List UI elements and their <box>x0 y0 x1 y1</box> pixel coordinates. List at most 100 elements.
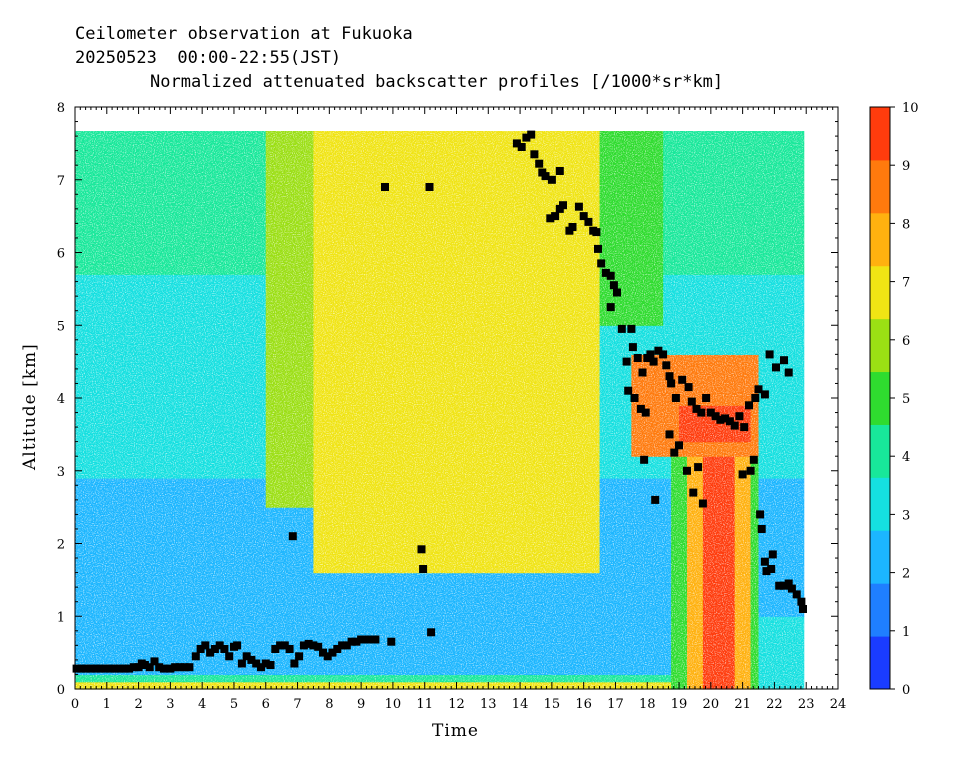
cloud-base-point <box>756 510 765 519</box>
cloud-base-point <box>601 268 610 277</box>
cloud-base-point <box>237 659 246 668</box>
cloud-base-point <box>417 545 426 554</box>
cloud-base-point <box>702 394 711 402</box>
cloud-base-point <box>185 663 194 672</box>
cloud-base-point <box>568 223 577 231</box>
cloud-base-point <box>622 357 631 366</box>
cloud-base-point <box>101 664 110 673</box>
cloud-base-point <box>225 652 234 661</box>
cloud-base-point <box>692 404 701 413</box>
cloud-base-point <box>721 414 730 423</box>
y-tick-label: 7 <box>57 174 65 189</box>
cloud-base-point <box>91 664 100 673</box>
cloud-base-point <box>535 159 544 168</box>
colorbar-tick-label: 1 <box>902 625 910 640</box>
cloud-base-point <box>522 133 531 142</box>
cloud-base-point <box>160 664 168 673</box>
y-tick-label: 0 <box>57 683 65 698</box>
cloud-base-point <box>792 590 801 599</box>
cloud-base-point <box>665 430 674 439</box>
cloud-base-point <box>115 664 124 673</box>
cloud-base-point <box>129 663 138 672</box>
cloud-base-point <box>555 167 564 175</box>
x-tick-label: 17 <box>607 697 624 712</box>
colorbar-segment <box>870 530 890 584</box>
cloud-base-point <box>628 343 637 352</box>
cloud-base-point <box>684 383 693 392</box>
cloud-base-point <box>594 244 602 253</box>
cloud-base-point <box>347 637 356 646</box>
x-tick-label: 4 <box>198 697 206 712</box>
colorbar-tick-label: 8 <box>902 217 910 232</box>
colorbar-tick-label: 7 <box>902 276 910 291</box>
x-tick-label: 13 <box>480 697 497 712</box>
cloud-base-point <box>636 404 645 413</box>
cloud-base-point <box>730 421 739 430</box>
cloud-base-point <box>698 499 707 508</box>
cloud-base-point <box>155 663 164 672</box>
cloud-base-point <box>627 324 636 333</box>
x-tick-label: 5 <box>230 697 238 712</box>
colorbar-tick-label: 5 <box>902 392 910 407</box>
y-tick-label: 5 <box>57 319 65 334</box>
cloud-base-point <box>665 372 674 381</box>
cloud-base-point <box>772 363 780 372</box>
cloud-base-point <box>363 635 372 644</box>
cloud-base-point <box>381 183 389 191</box>
cloud-base-point <box>799 605 807 613</box>
cloud-base-point <box>512 139 521 148</box>
x-tick-label: 8 <box>325 697 333 712</box>
cloud-base-point <box>784 579 793 588</box>
cloud-base-point <box>725 417 734 426</box>
cloud-base-point <box>304 639 313 648</box>
noise-speckle-overlay <box>75 131 804 690</box>
colorbar-segment <box>870 265 890 320</box>
x-tick-label: 15 <box>544 697 561 712</box>
x-tick-label: 12 <box>448 697 465 712</box>
cloud-base-point <box>541 172 550 181</box>
cloud-base-point <box>662 361 671 370</box>
x-tick-label: 9 <box>357 697 365 712</box>
cloud-base-point <box>266 661 275 669</box>
cloud-base-markers <box>72 130 807 673</box>
cloud-base-point <box>638 368 647 377</box>
cloud-base-point <box>597 259 606 268</box>
chart-title-line3: Normalized attenuated backscatter profil… <box>150 72 724 92</box>
cloud-base-point <box>784 368 793 377</box>
x-tick-label: 18 <box>639 697 656 712</box>
cloud-base-point <box>609 281 618 290</box>
x-tick-label: 16 <box>575 697 592 712</box>
cloud-base-point <box>667 379 676 388</box>
cloud-base-point <box>546 214 555 223</box>
cloud-base-point <box>371 635 380 644</box>
y-tick-label: 4 <box>57 392 65 407</box>
cloud-base-point <box>319 648 327 657</box>
colorbar-tick-label: 6 <box>902 334 910 349</box>
plot-axes: 0 1 2 3 4 5 6 7 8 9 10 11 12 13 14 15 16 17 18 19 20 21 22 23 24… <box>57 101 847 712</box>
cloud-base-point <box>559 201 567 210</box>
cloud-base-point <box>96 664 105 673</box>
cloud-base-point <box>242 652 251 661</box>
cloud-base-point <box>683 466 691 475</box>
x-tick-label: 20 <box>703 697 720 712</box>
cloud-base-point <box>191 652 200 661</box>
colorbar-segment <box>870 583 890 637</box>
cloud-base-point <box>106 664 114 673</box>
cloud-base-point <box>687 397 696 406</box>
cloud-base-point <box>706 408 715 417</box>
cloud-base-point <box>780 356 788 365</box>
cloud-base-point <box>757 525 766 533</box>
cloud-base-point <box>530 150 539 159</box>
cloud-base-point <box>592 228 601 237</box>
cloud-base-point <box>765 350 774 359</box>
x-tick-label: 24 <box>830 697 847 712</box>
cloud-base-point <box>150 657 159 666</box>
cloud-base-point <box>579 212 588 221</box>
y-tick-label: 2 <box>57 538 65 553</box>
cloud-base-point <box>314 642 323 651</box>
cloud-base-point <box>233 641 242 650</box>
cloud-base-point <box>285 645 294 653</box>
x-tick-label: 10 <box>385 697 402 712</box>
cloud-base-point <box>425 183 434 191</box>
